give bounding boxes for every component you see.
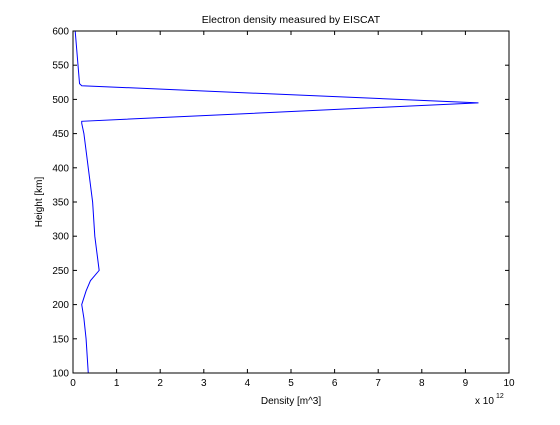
y-tick-label: 600: [52, 27, 69, 38]
y-tick-label: 350: [52, 198, 69, 209]
axis-tick-labels: 0 1 2 3 4 5 6 7 8 9 10 100 150 200 250 300 350 400 450 500 5…: [52, 27, 515, 390]
y-tick-label: 150: [52, 334, 69, 345]
x-tick-label: 3: [201, 378, 207, 389]
x-axis-multiplier-exponent: 12: [496, 393, 504, 400]
x-tick-label: 2: [157, 378, 163, 389]
plot-area-background: [73, 31, 509, 373]
x-tick-label: 0: [70, 378, 76, 389]
x-tick-label: 10: [503, 378, 515, 389]
x-tick-label: 4: [245, 378, 251, 389]
y-tick-label: 250: [52, 266, 69, 277]
chart-title: Electron density measured by EISCAT: [202, 14, 381, 26]
plot-area-frame: [72, 30, 510, 374]
x-tick-label: 8: [419, 378, 425, 389]
x-tick-label: 6: [332, 378, 338, 389]
y-tick-label: 100: [52, 369, 69, 380]
x-axis-label: Density [m^3]: [261, 396, 321, 407]
y-tick-label: 550: [52, 61, 69, 72]
y-tick-label: 500: [52, 95, 69, 106]
x-tick-label: 5: [288, 378, 294, 389]
y-tick-label: 200: [52, 300, 69, 311]
x-axis-multiplier: x 10: [475, 396, 494, 407]
y-tick-label: 300: [52, 232, 69, 243]
y-axis-label: Height [km]: [34, 176, 45, 227]
density-profile-line: [74, 30, 479, 374]
y-tick-label: 450: [52, 129, 69, 140]
x-tick-label: 1: [114, 378, 120, 389]
x-tick-label: 7: [375, 378, 381, 389]
y-tick-label: 400: [52, 163, 69, 174]
x-tick-label: 9: [463, 378, 469, 389]
